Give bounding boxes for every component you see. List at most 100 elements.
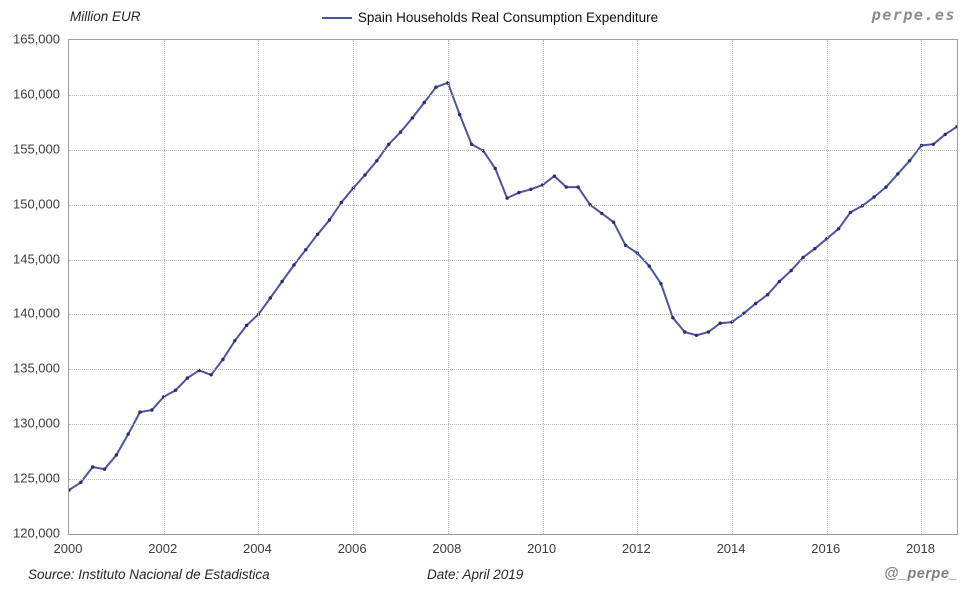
data-point-marker xyxy=(268,296,272,300)
y-tick-label: 150,000 xyxy=(13,196,60,212)
data-point-marker xyxy=(102,467,107,471)
y-tick-label: 135,000 xyxy=(13,360,60,376)
data-point-marker xyxy=(955,125,957,129)
horizontal-gridline xyxy=(69,369,957,371)
data-point-marker xyxy=(292,263,296,267)
y-tick-label: 160,000 xyxy=(13,86,60,102)
legend-series-label: Spain Households Real Consumption Expend… xyxy=(357,10,659,25)
data-point-marker xyxy=(363,173,367,177)
legend-line-swatch xyxy=(321,16,352,19)
source-note: Source: Instituto Nacional de Estadistic… xyxy=(28,567,270,582)
data-point-marker xyxy=(79,480,83,485)
data-point-marker xyxy=(114,453,119,457)
data-point-marker xyxy=(244,323,249,328)
data-point-marker xyxy=(872,195,876,199)
data-point-marker xyxy=(836,227,841,231)
data-point-marker xyxy=(185,376,190,380)
data-point-marker xyxy=(469,142,474,146)
data-point-marker xyxy=(304,248,308,252)
vertical-gridline xyxy=(353,40,355,534)
y-tick-label: 145,000 xyxy=(13,251,60,267)
data-point-marker xyxy=(694,333,699,337)
vertical-gridline xyxy=(163,40,165,534)
legend: Spain Households Real Consumption Expend… xyxy=(0,10,980,25)
series-line xyxy=(69,81,957,491)
data-point-marker xyxy=(765,293,770,297)
data-point-marker xyxy=(611,220,616,224)
data-point-marker xyxy=(754,301,758,306)
x-tick-label: 2010 xyxy=(527,541,557,556)
y-tick-label: 125,000 xyxy=(13,470,60,486)
x-tick-label: 2006 xyxy=(337,541,367,556)
data-point-marker xyxy=(671,316,675,320)
data-point-marker xyxy=(623,243,628,247)
data-point-marker xyxy=(801,255,805,260)
horizontal-gridline xyxy=(69,424,957,426)
horizontal-gridline xyxy=(69,149,957,151)
y-tick-label: 120,000 xyxy=(13,525,60,541)
x-tick-label: 2004 xyxy=(242,541,272,556)
data-point-marker xyxy=(493,166,497,171)
data-point-marker xyxy=(529,187,533,191)
y-tick-label: 155,000 xyxy=(13,141,60,157)
data-point-marker xyxy=(706,330,711,334)
data-point-marker xyxy=(327,218,332,222)
data-point-marker xyxy=(221,357,225,362)
data-point-marker xyxy=(931,142,935,146)
x-tick-label: 2002 xyxy=(148,541,178,556)
data-point-marker xyxy=(434,85,438,89)
data-point-marker xyxy=(576,185,580,189)
brand-logo-text: perpe.es xyxy=(871,6,956,24)
x-tick-label: 2008 xyxy=(432,541,462,556)
vertical-gridline xyxy=(732,40,734,534)
data-point-marker xyxy=(777,279,782,284)
data-point-marker xyxy=(458,112,462,117)
data-point-marker xyxy=(552,174,557,178)
data-point-marker xyxy=(718,321,722,325)
x-tick-label: 2014 xyxy=(716,541,746,556)
x-tick-label: 2012 xyxy=(621,541,651,556)
data-point-marker xyxy=(375,159,379,163)
y-tick-label: 165,000 xyxy=(13,31,60,47)
y-tick-label: 140,000 xyxy=(13,305,60,321)
data-point-marker xyxy=(789,268,793,273)
data-point-marker xyxy=(173,388,178,392)
data-point-marker xyxy=(884,185,888,189)
data-point-marker xyxy=(848,210,853,215)
data-point-marker xyxy=(683,330,687,334)
horizontal-gridline xyxy=(69,259,957,261)
vertical-gridline xyxy=(921,40,923,534)
horizontal-gridline xyxy=(69,314,957,316)
data-point-marker xyxy=(126,432,130,436)
data-point-marker xyxy=(209,373,213,377)
data-point-marker xyxy=(813,246,817,251)
data-point-marker xyxy=(517,190,521,195)
vertical-gridline xyxy=(826,40,828,534)
plot-area xyxy=(68,39,958,535)
data-point-marker xyxy=(387,142,391,146)
horizontal-gridline xyxy=(69,479,957,481)
x-tick-label: 2018 xyxy=(906,541,935,556)
data-point-marker xyxy=(339,200,343,205)
horizontal-gridline xyxy=(69,94,957,96)
data-point-marker xyxy=(422,100,426,105)
data-point-marker xyxy=(138,410,142,414)
twitter-handle: @_perpe_ xyxy=(884,566,958,582)
data-point-marker xyxy=(315,232,320,236)
horizontal-gridline xyxy=(69,204,957,206)
data-point-marker xyxy=(659,282,663,286)
data-point-marker xyxy=(280,279,284,284)
vertical-gridline xyxy=(258,40,260,534)
consumption-line-chart xyxy=(69,81,957,492)
data-point-marker xyxy=(91,465,95,469)
data-point-marker xyxy=(907,159,912,163)
data-point-marker xyxy=(600,211,604,216)
data-point-marker xyxy=(410,116,415,120)
vertical-gridline xyxy=(637,40,639,534)
data-point-marker xyxy=(742,311,746,315)
data-point-marker xyxy=(647,264,651,268)
vertical-gridline xyxy=(447,40,449,534)
data-point-marker xyxy=(896,172,900,176)
date-note: Date: April 2019 xyxy=(427,567,524,582)
